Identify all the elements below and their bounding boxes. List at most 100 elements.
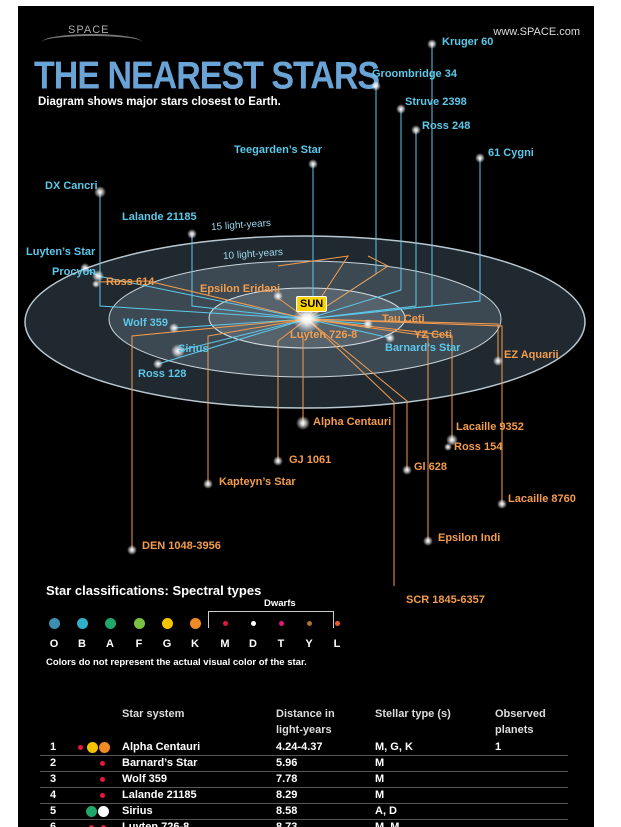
table-row: 4 Lalande 21185 8.29 M [40, 788, 568, 804]
row-stellar-type: M [375, 789, 385, 801]
star-label-61cygni: 61 Cygni [488, 147, 534, 159]
row-number: 3 [50, 773, 57, 785]
spectral-dot-a [104, 617, 116, 629]
row-star-system: Lalande 21185 [122, 789, 197, 801]
table-row: 1 Alpha Centauri 4.24-4.37 M, G, K 1 [40, 740, 568, 756]
star-label-tauceti: Tau Ceti [382, 313, 425, 325]
row-star-system: Wolf 359 [122, 773, 168, 785]
star-label-barnard: Barnard’s Star [385, 342, 461, 354]
star-label-yzceti: YZ Ceti [414, 329, 452, 341]
spectral-dot-t [278, 620, 284, 626]
type-dot [99, 741, 110, 753]
row-distance: 7.78 [276, 773, 298, 785]
row-distance: 8.29 [276, 789, 298, 801]
col-header-distance: Distance in light-years [276, 708, 335, 736]
row-stellar-type: M [375, 757, 385, 769]
row-stellar-type: M, M [375, 821, 400, 827]
star-label-gj1061: GJ 1061 [289, 454, 332, 466]
star-label-ross128: Ross 128 [138, 368, 187, 380]
star-label-den1048: DEN 1048-3956 [142, 540, 221, 552]
row-number: 6 [50, 821, 57, 827]
row-star-system: Barnard’s Star [122, 757, 198, 769]
star-label-luyten: Luyten’s Star [26, 246, 96, 258]
row-number: 1 [50, 741, 57, 753]
space-logo: SPACE [68, 24, 110, 36]
star-label-luyten726: Luyten 726-8 [290, 329, 358, 341]
site-url[interactable]: www.SPACE.com [493, 26, 580, 38]
sun-label: SUN [296, 296, 328, 312]
star-label-scr1845: SCR 1845-6357 [406, 594, 485, 606]
spectral-dot-o [48, 617, 60, 629]
spectral-dot-d [250, 620, 256, 626]
type-dot [89, 824, 94, 827]
star-label-procyon: Procyon [52, 266, 97, 278]
table-row: 6 Luyten 726-8 8.73 M, M [40, 820, 568, 827]
row-star-system: Sirius [122, 805, 153, 817]
col-header-type: Stellar type (s) [375, 708, 451, 720]
star-label-teegarden: Teegarden’s Star [234, 144, 323, 156]
type-dot [78, 744, 83, 750]
row-planets: 1 [495, 741, 502, 753]
spectral-dot-l [334, 620, 340, 626]
spectral-dot-g [161, 617, 173, 629]
infographic: SPACE www.SPACE.com THE NEAREST STARS Di… [18, 6, 594, 827]
star-map [24, 39, 586, 586]
table-row: 5 Sirius 8.58 A, D [40, 804, 568, 820]
type-dot [87, 741, 98, 753]
row-stellar-type: M, G, K [375, 741, 413, 753]
spectral-dot-y [306, 620, 312, 626]
row-distance: 8.73 [276, 821, 298, 827]
row-number: 5 [50, 805, 57, 817]
star-label-lacaille8760: Lacaille 8760 [508, 493, 576, 505]
spectral-letter-y: Y [305, 638, 313, 650]
type-dot [100, 792, 105, 798]
spectral-letter-a: A [106, 638, 114, 650]
star-label-sirius: Sirius [178, 343, 209, 355]
spectral-dot-f [133, 617, 145, 629]
page-title: THE NEAREST STARS [34, 54, 380, 98]
col-header-planets: Observed planets [495, 708, 546, 736]
star-label-epsiloneridani: Epsilon Eridani [200, 283, 281, 295]
star-label-kruger60: Kruger 60 [442, 36, 494, 48]
star-label-lalande21185: Lalande 21185 [122, 211, 197, 223]
cool-star-lines [84, 44, 481, 365]
spectral-letter-d: D [249, 638, 257, 650]
type-dot [86, 805, 97, 817]
row-number: 4 [50, 789, 57, 801]
legend-title: Star classifications: Spectral types [46, 583, 262, 598]
type-dot [100, 776, 105, 782]
spectral-letter-l: L [333, 638, 341, 650]
star-points [80, 39, 507, 555]
type-dot [98, 805, 109, 817]
spectral-letter-t: T [277, 638, 285, 650]
row-star-system: Alpha Centauri [122, 741, 201, 753]
logo-swoosh [42, 34, 142, 50]
page-subtitle: Diagram shows major stars closest to Ear… [38, 96, 281, 108]
spectral-letter-m: M [220, 638, 230, 650]
spectral-dot-m [222, 620, 228, 626]
star-label-dxcancri: DX Cancri [45, 180, 98, 192]
star-label-groombridge34: Groombridge 34 [372, 68, 457, 80]
spectral-dot-k [189, 617, 201, 629]
table-row: 2 Barnard’s Star 5.96 M [40, 756, 568, 772]
spectral-letter-g: G [162, 638, 172, 650]
dwarfs-bracket [208, 611, 334, 628]
col-header-system: Star system [122, 708, 185, 720]
dwarfs-label: Dwarfs [264, 598, 296, 609]
row-distance: 5.96 [276, 757, 298, 769]
star-label-ezaquarii: EZ Aquarii [504, 349, 559, 361]
type-dot [100, 760, 105, 766]
sun-glow [293, 305, 321, 333]
star-label-kapteyn: Kapteyn’s Star [219, 476, 296, 488]
spectral-dot-b [76, 617, 88, 629]
star-label-ross614: Ross 614 [106, 276, 155, 288]
row-stellar-type: M [375, 773, 385, 785]
spectral-letter-k: K [191, 638, 199, 650]
star-label-epsilonindi: Epsilon Indi [438, 532, 501, 544]
row-stellar-type: A, D [375, 805, 397, 817]
star-label-ross154: Ross 154 [454, 441, 503, 453]
star-label-struve2398: Struve 2398 [405, 96, 467, 108]
table-row: 3 Wolf 359 7.78 M [40, 772, 568, 788]
type-dot [101, 824, 106, 827]
star-label-ross248: Ross 248 [422, 120, 471, 132]
